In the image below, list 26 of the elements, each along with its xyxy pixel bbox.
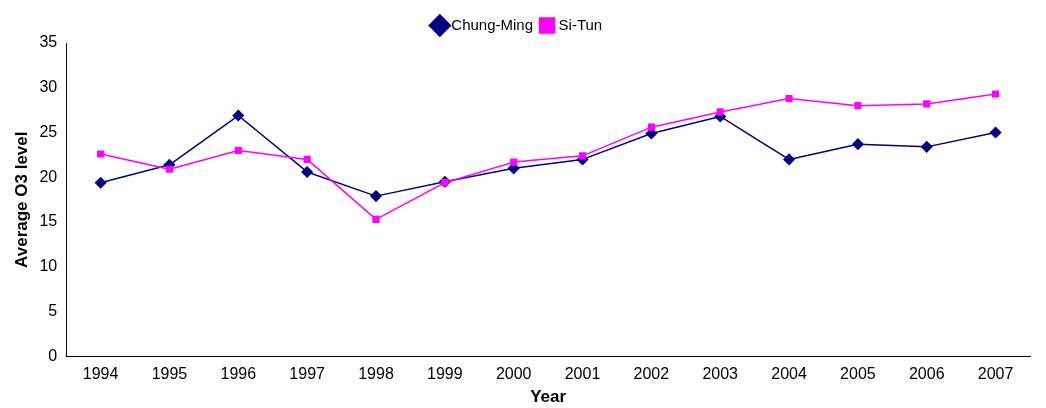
y-tick-label: 35 bbox=[39, 33, 58, 51]
x-tick-label: 1994 bbox=[82, 365, 119, 383]
x-tick-label: 1998 bbox=[358, 365, 394, 383]
legend-label: Chung-Ming bbox=[451, 15, 534, 33]
y-tick-label: 0 bbox=[48, 346, 58, 364]
x-tick-label: 2002 bbox=[633, 365, 670, 383]
x-tick-label: 1997 bbox=[289, 365, 326, 383]
y-tick-label: 15 bbox=[39, 212, 58, 230]
x-tick-label: 2003 bbox=[702, 365, 739, 383]
legend-label: Si-Tun bbox=[558, 15, 603, 33]
x-tick-label: 2007 bbox=[977, 365, 1014, 383]
x-tick-label: 2000 bbox=[495, 365, 532, 383]
y-tick-label: 20 bbox=[39, 167, 58, 185]
x-tick-label: 1996 bbox=[220, 365, 257, 383]
y-axis-title: Average O3 level bbox=[11, 131, 31, 268]
x-tick-label: 1995 bbox=[151, 365, 188, 383]
y-tick-label: 30 bbox=[39, 78, 58, 96]
x-tick-label: 2006 bbox=[908, 365, 945, 383]
x-axis-title: Year bbox=[530, 387, 567, 407]
x-tick-label: 2005 bbox=[840, 365, 876, 383]
x-tick-label: 1999 bbox=[427, 365, 463, 383]
y-tick-label: 25 bbox=[39, 122, 58, 140]
x-tick-label: 2001 bbox=[564, 365, 601, 383]
y-tick-label: 5 bbox=[48, 302, 58, 320]
x-tick-label: 2004 bbox=[771, 365, 807, 383]
y-tick-label: 10 bbox=[39, 257, 58, 275]
